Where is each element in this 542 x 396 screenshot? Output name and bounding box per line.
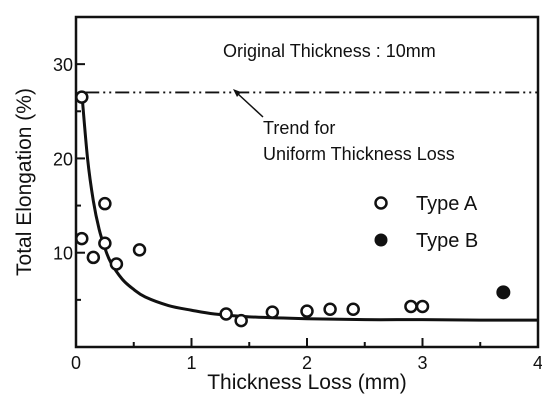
point-type-a bbox=[75, 90, 89, 104]
trend-note-line1: Trend for bbox=[263, 118, 335, 138]
point-type-a bbox=[404, 299, 418, 314]
x-tick-label: 0 bbox=[71, 353, 81, 373]
legend-marker-type-a bbox=[374, 196, 388, 210]
y-axis-title: Total Elongation (%) bbox=[13, 88, 36, 276]
x-tick-label: 4 bbox=[533, 353, 542, 373]
x-axis-title: Thickness Loss (mm) bbox=[207, 371, 407, 394]
point-type-a bbox=[86, 250, 101, 265]
legend-label-type-b: Type B bbox=[416, 230, 478, 252]
point-type-a bbox=[98, 236, 112, 251]
legend: Type A Type B bbox=[374, 193, 478, 252]
point-type-a bbox=[323, 302, 337, 317]
point-type-a bbox=[75, 231, 89, 246]
annotation-arrow bbox=[236, 92, 264, 118]
point-type-a bbox=[415, 299, 430, 314]
y-tick-label: 20 bbox=[53, 149, 73, 169]
y-tick-labels: 10 20 30 bbox=[53, 55, 73, 264]
point-type-a bbox=[109, 257, 124, 271]
point-type-b bbox=[496, 285, 511, 300]
point-type-a bbox=[300, 304, 314, 318]
y-tick-label: 10 bbox=[53, 244, 73, 264]
annotation-arrowhead bbox=[233, 89, 241, 97]
trend-curve bbox=[80, 92, 539, 322]
point-type-a bbox=[346, 302, 360, 317]
x-tick-label: 3 bbox=[417, 353, 427, 373]
point-type-a bbox=[234, 313, 248, 328]
data-markers bbox=[75, 90, 511, 328]
original-thickness-note: Original Thickness : 10mm bbox=[223, 41, 436, 61]
point-type-a bbox=[132, 243, 147, 257]
legend-marker-type-b bbox=[374, 233, 388, 247]
x-tick-label: 1 bbox=[186, 353, 196, 373]
axis-ticks bbox=[75, 63, 539, 347]
point-type-a bbox=[98, 196, 112, 211]
trend-note-line2: Uniform Thickness Loss bbox=[263, 144, 455, 164]
y-tick-label: 30 bbox=[53, 55, 73, 75]
point-type-a bbox=[219, 307, 233, 321]
point-type-a bbox=[265, 305, 280, 319]
x-tick-labels: 0 1 2 3 4 bbox=[71, 353, 542, 373]
x-tick-label: 2 bbox=[302, 353, 312, 373]
legend-label-type-a: Type A bbox=[416, 193, 478, 215]
